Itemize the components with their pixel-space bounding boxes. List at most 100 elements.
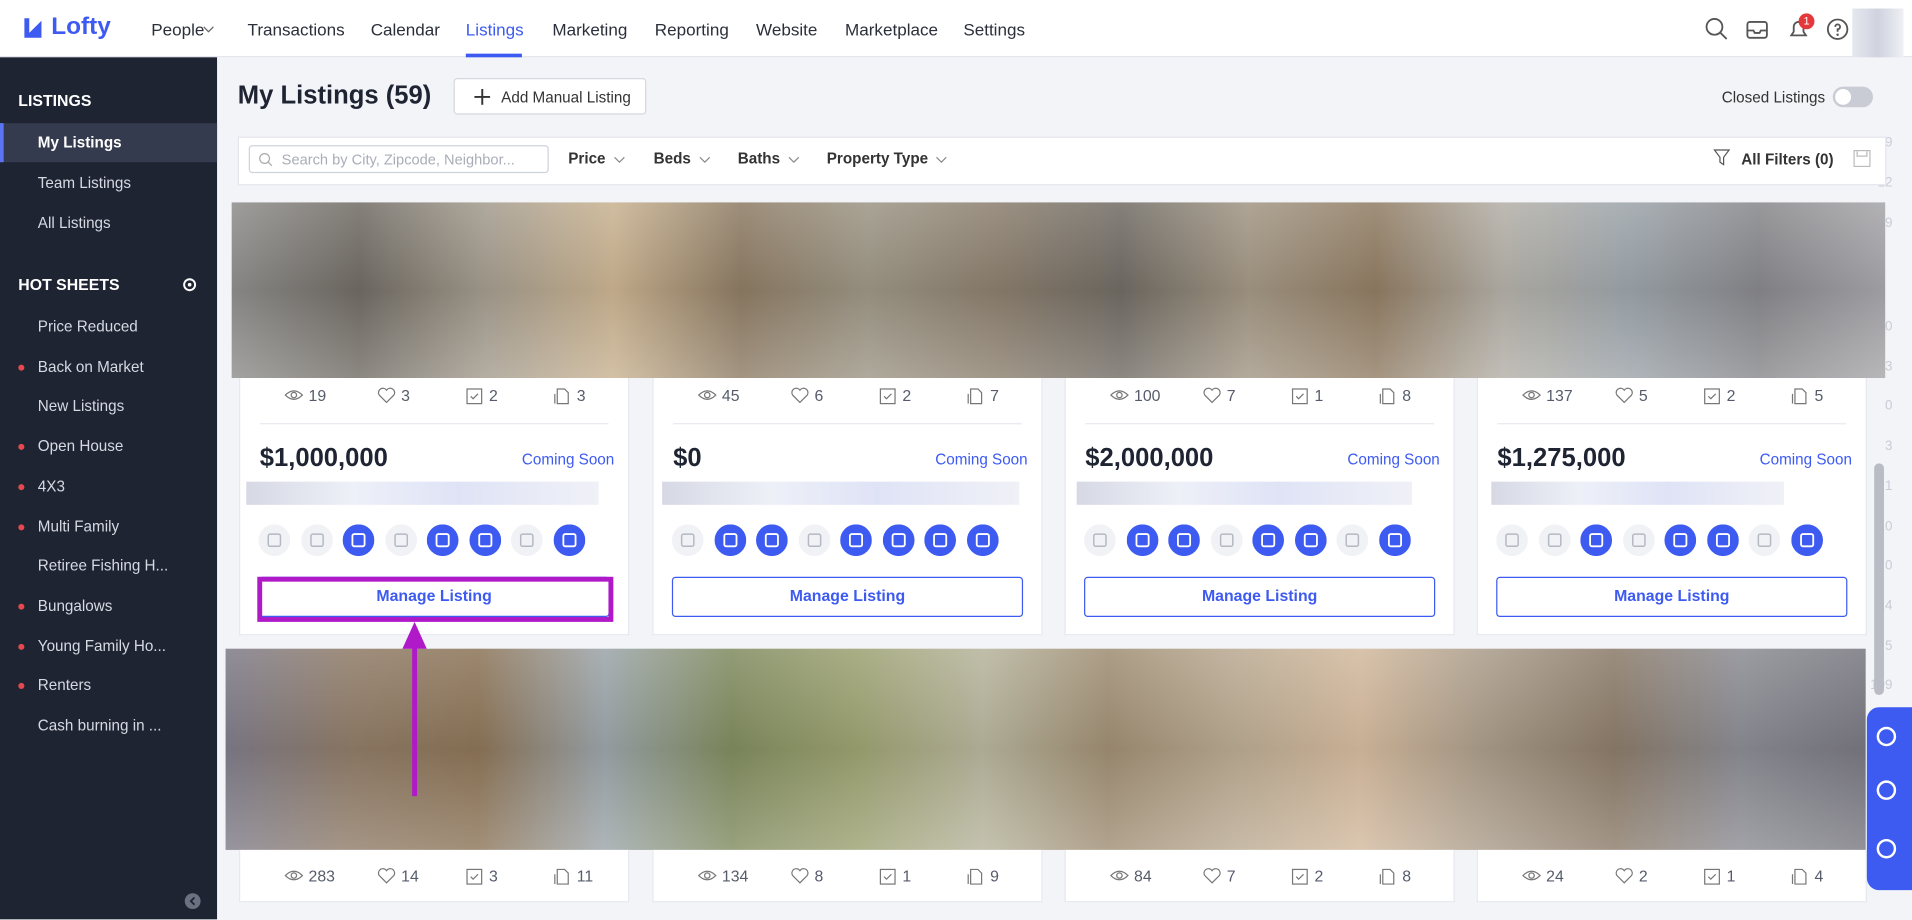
sidebar-item[interactable]: All Listings	[37, 214, 111, 232]
manage-listing-button[interactable]: Manage Listing	[1084, 576, 1436, 618]
icon-part	[1719, 32, 1728, 40]
sidebar-item[interactable]: Renters	[37, 677, 92, 695]
help-icon[interactable]	[1825, 17, 1849, 41]
action-icon[interactable]	[1210, 524, 1242, 557]
action-icon[interactable]	[342, 524, 375, 557]
action-icon[interactable]	[1790, 524, 1823, 557]
sidebar-item[interactable]: Retiree Fishing H...	[37, 557, 169, 575]
sidebar-item[interactable]: Bungalows	[37, 597, 113, 615]
stat-icon	[1522, 870, 1541, 881]
manage-listing-button[interactable]: Manage Listing	[1496, 576, 1848, 618]
collapse-icon[interactable]	[184, 893, 201, 910]
action-icon[interactable]	[1496, 524, 1528, 557]
action-icon[interactable]	[384, 524, 417, 557]
action-icon[interactable]	[300, 524, 333, 557]
icon-part	[1303, 533, 1318, 548]
save-icon[interactable]	[1853, 149, 1871, 168]
nav-item[interactable]: Listings	[465, 19, 524, 40]
sidebar-item[interactable]: Young Family Ho...	[37, 637, 167, 655]
action-icon[interactable]	[510, 524, 543, 557]
notification-badge: 1	[1798, 13, 1815, 30]
manage-listing-button[interactable]: Manage Listing	[671, 576, 1024, 618]
action-icon[interactable]	[552, 524, 585, 557]
nav-item[interactable]: Reporting	[654, 19, 729, 40]
icon-part	[267, 161, 273, 167]
stat-icon	[1522, 390, 1541, 400]
icon-part	[1522, 870, 1541, 881]
icon-part	[402, 621, 427, 649]
nav-item[interactable]: Settings	[963, 19, 1026, 40]
action-icon[interactable]	[1664, 524, 1697, 557]
contact-icon[interactable]	[1875, 726, 1897, 748]
sidebar-item[interactable]: 4X3	[37, 477, 65, 495]
stat-icon	[1203, 387, 1221, 404]
filter-dropdown[interactable]: Price	[568, 149, 606, 168]
icon-part	[791, 387, 809, 404]
search-box[interactable]: Search by City, Zipcode, Neighbor...	[248, 145, 549, 174]
sidebar-item[interactable]: New Listings	[37, 397, 125, 416]
sidebar-item[interactable]: Price Reduced	[37, 318, 138, 336]
nav-item[interactable]: People	[151, 19, 205, 40]
listing-photo[interactable]	[225, 648, 1866, 850]
action-icon[interactable]	[1252, 524, 1285, 557]
nav-item[interactable]: Transactions	[247, 19, 345, 40]
search-icon[interactable]	[1705, 17, 1729, 41]
sidebar-item[interactable]: Multi Family	[37, 517, 120, 535]
action-icon[interactable]	[1622, 524, 1655, 557]
settings-icon[interactable]	[182, 277, 198, 293]
icon-part	[698, 156, 710, 164]
action-icon[interactable]	[1294, 524, 1327, 557]
sidebar-item[interactable]: Open House	[37, 437, 124, 455]
action-icon[interactable]	[1580, 524, 1613, 557]
action-icon[interactable]	[1748, 524, 1781, 557]
icon-part	[1799, 533, 1814, 548]
icon-part	[1382, 868, 1395, 885]
action-icon[interactable]	[671, 524, 704, 557]
action-icon[interactable]	[713, 524, 746, 557]
nav-item[interactable]: Calendar	[370, 19, 440, 40]
listing-photo[interactable]	[231, 202, 1886, 379]
filter-dropdown[interactable]: Beds	[653, 149, 691, 168]
filter-dropdown[interactable]: Property Type	[826, 149, 929, 168]
icon-part	[1538, 524, 1570, 557]
icon-part	[1707, 393, 1717, 400]
action-icon[interactable]	[1126, 524, 1158, 557]
action-icon[interactable]	[966, 524, 999, 557]
contact-icon[interactable]	[1875, 838, 1897, 860]
filter-dropdown[interactable]: Baths	[737, 149, 781, 168]
action-icon[interactable]	[882, 524, 914, 557]
action-icon[interactable]	[924, 524, 957, 557]
action-icon[interactable]	[840, 524, 872, 557]
icon-part	[556, 868, 569, 885]
sidebar-item[interactable]: My Listings	[37, 134, 122, 152]
nav-item[interactable]: Marketing	[552, 19, 628, 40]
all-filters[interactable]: All Filters (0)	[1741, 151, 1834, 169]
icon-part	[203, 26, 214, 33]
action-icon[interactable]	[1538, 524, 1570, 557]
action-icon[interactable]	[1706, 524, 1739, 557]
action-icon[interactable]	[1336, 524, 1369, 557]
manage-listing-button[interactable]: Manage Listing	[258, 576, 610, 618]
stat-icon	[1291, 388, 1308, 405]
contact-icon[interactable]	[1875, 779, 1897, 801]
action-icon[interactable]	[426, 524, 459, 557]
stat-icon	[697, 390, 717, 400]
action-icon[interactable]	[798, 524, 830, 557]
nav-item[interactable]: Website	[756, 19, 818, 40]
action-icon[interactable]	[468, 524, 501, 557]
sidebar-item[interactable]: Back on Market	[37, 358, 144, 376]
sidebar-item[interactable]: Cash burning in ...	[37, 717, 162, 735]
icon-part	[342, 524, 375, 557]
action-icon[interactable]	[1168, 524, 1200, 557]
action-icon[interactable]	[258, 524, 291, 557]
nav-item[interactable]: Marketplace	[845, 19, 939, 40]
sidebar-item[interactable]: Team Listings	[37, 174, 132, 192]
action-icon[interactable]	[1378, 524, 1411, 557]
inbox-icon[interactable]	[1745, 17, 1769, 41]
action-icon[interactable]	[756, 524, 788, 557]
action-icon[interactable]	[1084, 524, 1116, 557]
filter-icon[interactable]	[1713, 149, 1731, 167]
sidebar-heading: LISTINGS	[18, 91, 92, 110]
add-button[interactable]: Add Manual Listing	[453, 78, 647, 115]
stat-icon	[1704, 388, 1720, 405]
